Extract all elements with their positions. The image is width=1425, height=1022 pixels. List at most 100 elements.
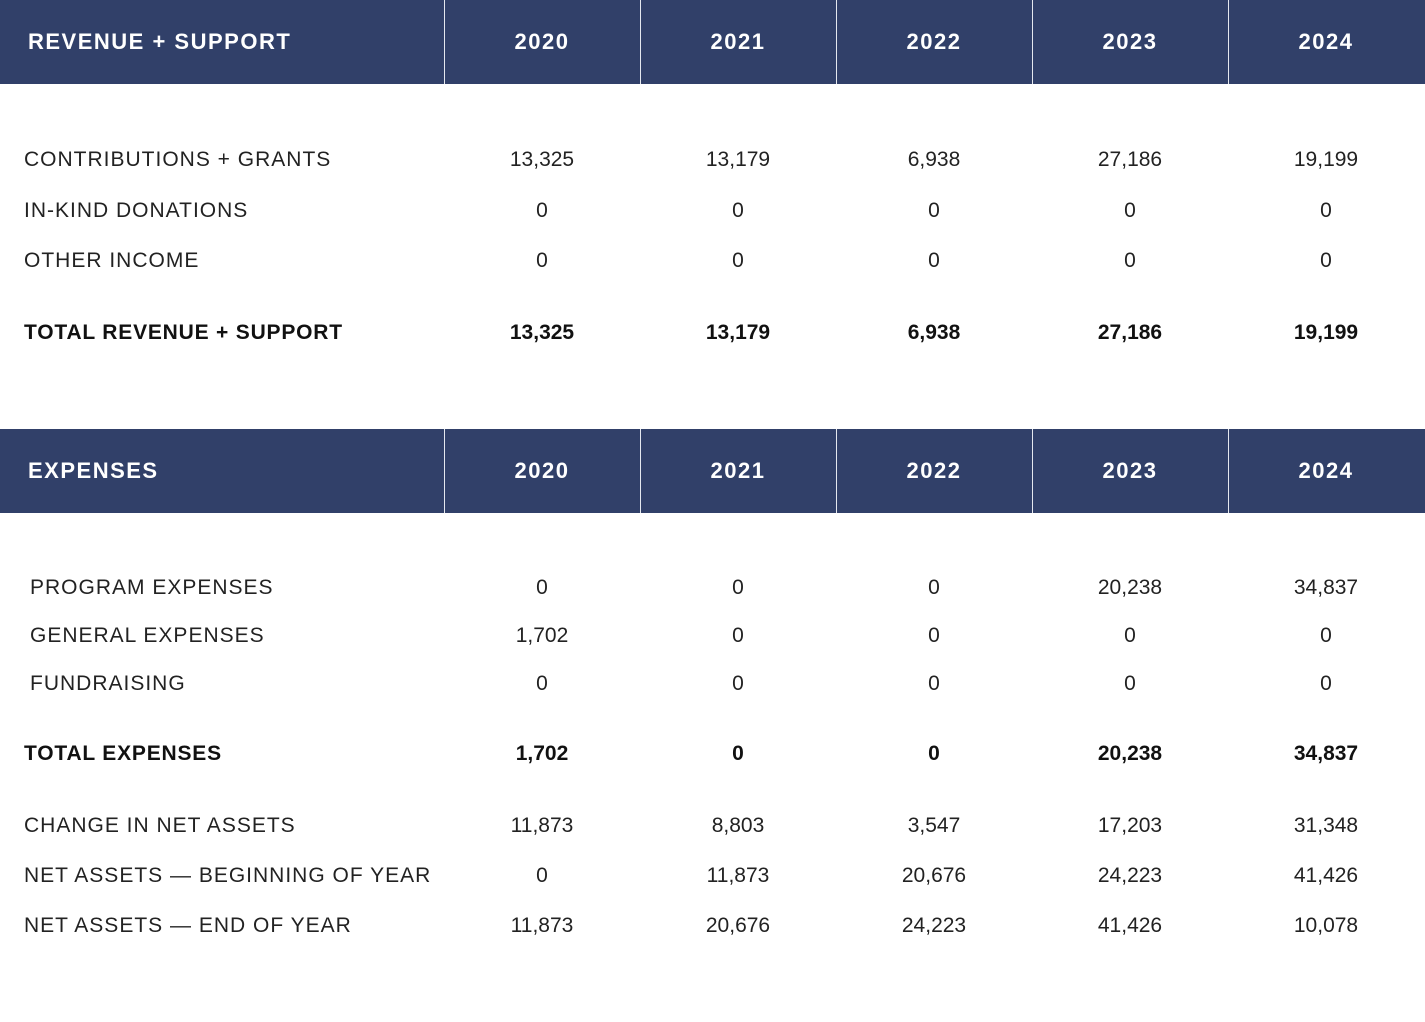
header-divider xyxy=(1032,429,1033,513)
cell-2023: 17,203 xyxy=(1097,814,1163,837)
cell-2021: 0 xyxy=(732,672,744,695)
cell-2023: 0 xyxy=(1124,624,1136,647)
table-row-general-expenses: GENERAL EXPENSES 1,702 0 0 0 0 xyxy=(0,619,1425,653)
cell-2022: 0 xyxy=(928,624,940,647)
revenue-header-year-2022: 2022 xyxy=(906,29,962,54)
table-row-net-assets-beginning: NET ASSETS — BEGINNING OF YEAR 0 11,873 … xyxy=(0,859,1425,893)
header-divider xyxy=(640,0,641,84)
cell-2022: 6,938 xyxy=(907,321,961,344)
cell-2022: 0 xyxy=(928,576,940,599)
table-row-other-income: OTHER INCOME 0 0 0 0 0 xyxy=(0,244,1425,278)
table-row-fundraising: FUNDRAISING 0 0 0 0 0 xyxy=(0,667,1425,701)
header-divider xyxy=(1032,0,1033,84)
cell-2020: 0 xyxy=(536,672,548,695)
row-label: TOTAL REVENUE + SUPPORT xyxy=(24,321,343,344)
cell-2020: 0 xyxy=(536,199,548,222)
header-divider xyxy=(444,429,445,513)
header-divider xyxy=(1228,429,1229,513)
cell-2024: 0 xyxy=(1320,249,1332,272)
cell-2020: 11,873 xyxy=(510,914,574,937)
cell-2021: 20,676 xyxy=(705,914,771,937)
cell-2023: 0 xyxy=(1124,199,1136,222)
cell-2023: 20,238 xyxy=(1097,742,1163,765)
header-divider xyxy=(836,0,837,84)
revenue-header-year-2020: 2020 xyxy=(514,29,570,54)
cell-2024: 19,199 xyxy=(1293,321,1359,344)
row-label: TOTAL EXPENSES xyxy=(24,742,222,765)
cell-2021: 8,803 xyxy=(711,814,765,837)
header-divider xyxy=(1228,0,1229,84)
cell-2024: 19,199 xyxy=(1293,148,1359,171)
table-row-change-in-net-assets: CHANGE IN NET ASSETS 11,873 8,803 3,547 … xyxy=(0,809,1425,843)
expenses-header-year-2021: 2021 xyxy=(710,458,766,483)
cell-2023: 41,426 xyxy=(1097,914,1163,937)
cell-2023: 0 xyxy=(1124,672,1136,695)
cell-2024: 0 xyxy=(1320,624,1332,647)
row-label: CONTRIBUTIONS + GRANTS xyxy=(24,148,332,171)
cell-2021: 0 xyxy=(732,199,744,222)
header-divider xyxy=(836,429,837,513)
revenue-header: REVENUE + SUPPORT 2020 2021 2022 2023 20… xyxy=(0,0,1425,84)
table-row-contributions-grants: CONTRIBUTIONS + GRANTS 13,325 13,179 6,9… xyxy=(0,143,1425,177)
cell-2021: 0 xyxy=(732,624,744,647)
row-label: FUNDRAISING xyxy=(30,672,186,695)
cell-2022: 0 xyxy=(928,249,940,272)
cell-2022: 0 xyxy=(928,742,940,765)
cell-2020: 13,325 xyxy=(509,321,575,344)
table-row-in-kind-donations: IN-KIND DONATIONS 0 0 0 0 0 xyxy=(0,194,1425,228)
row-label: OTHER INCOME xyxy=(24,249,200,272)
expenses-header-title: EXPENSES xyxy=(28,458,159,483)
cell-2020: 1,702 xyxy=(515,624,569,647)
row-label: NET ASSETS — END OF YEAR xyxy=(24,914,352,937)
cell-2024: 31,348 xyxy=(1293,814,1359,837)
cell-2020: 13,325 xyxy=(509,148,575,171)
cell-2022: 0 xyxy=(928,199,940,222)
revenue-header-title: REVENUE + SUPPORT xyxy=(28,29,292,54)
cell-2024: 34,837 xyxy=(1293,742,1359,765)
cell-2021: 0 xyxy=(732,742,744,765)
table-row-program-expenses: PROGRAM EXPENSES 0 0 0 20,238 34,837 xyxy=(0,571,1425,605)
cell-2023: 27,186 xyxy=(1097,321,1163,344)
row-label: PROGRAM EXPENSES xyxy=(30,576,274,599)
cell-2024: 34,837 xyxy=(1293,576,1359,599)
cell-2022: 6,938 xyxy=(907,148,961,171)
cell-2023: 24,223 xyxy=(1097,864,1163,887)
expenses-header-year-2023: 2023 xyxy=(1102,458,1158,483)
cell-2021: 11,873 xyxy=(706,864,770,887)
cell-2020: 0 xyxy=(536,249,548,272)
table-row-total-expenses: TOTAL EXPENSES 1,702 0 0 20,238 34,837 xyxy=(0,737,1425,771)
table-row-net-assets-end: NET ASSETS — END OF YEAR 11,873 20,676 2… xyxy=(0,909,1425,943)
header-divider xyxy=(444,0,445,84)
row-label: NET ASSETS — BEGINNING OF YEAR xyxy=(24,864,432,887)
cell-2024: 10,078 xyxy=(1293,914,1359,937)
expenses-header-year-2020: 2020 xyxy=(514,458,570,483)
cell-2020: 11,873 xyxy=(510,814,574,837)
header-divider xyxy=(640,429,641,513)
revenue-header-year-2024: 2024 xyxy=(1298,29,1354,54)
cell-2021: 0 xyxy=(732,249,744,272)
cell-2022: 20,676 xyxy=(901,864,967,887)
cell-2022: 24,223 xyxy=(901,914,967,937)
revenue-header-year-2023: 2023 xyxy=(1102,29,1158,54)
cell-2022: 3,547 xyxy=(907,814,961,837)
cell-2023: 0 xyxy=(1124,249,1136,272)
revenue-header-year-2021: 2021 xyxy=(710,29,766,54)
cell-2021: 13,179 xyxy=(705,148,771,171)
row-label: CHANGE IN NET ASSETS xyxy=(24,814,296,837)
cell-2020: 0 xyxy=(536,576,548,599)
expenses-header-year-2022: 2022 xyxy=(906,458,962,483)
cell-2021: 13,179 xyxy=(705,321,771,344)
cell-2022: 0 xyxy=(928,672,940,695)
cell-2024: 41,426 xyxy=(1293,864,1359,887)
cell-2023: 27,186 xyxy=(1097,148,1163,171)
cell-2024: 0 xyxy=(1320,672,1332,695)
row-label: GENERAL EXPENSES xyxy=(30,624,265,647)
cell-2021: 0 xyxy=(732,576,744,599)
cell-2023: 20,238 xyxy=(1097,576,1163,599)
expenses-header-year-2024: 2024 xyxy=(1298,458,1354,483)
expenses-header: EXPENSES 2020 2021 2022 2023 2024 xyxy=(0,429,1425,513)
cell-2024: 0 xyxy=(1320,199,1332,222)
cell-2020: 1,702 xyxy=(515,742,569,765)
cell-2020: 0 xyxy=(536,864,548,887)
row-label: IN-KIND DONATIONS xyxy=(24,199,249,222)
